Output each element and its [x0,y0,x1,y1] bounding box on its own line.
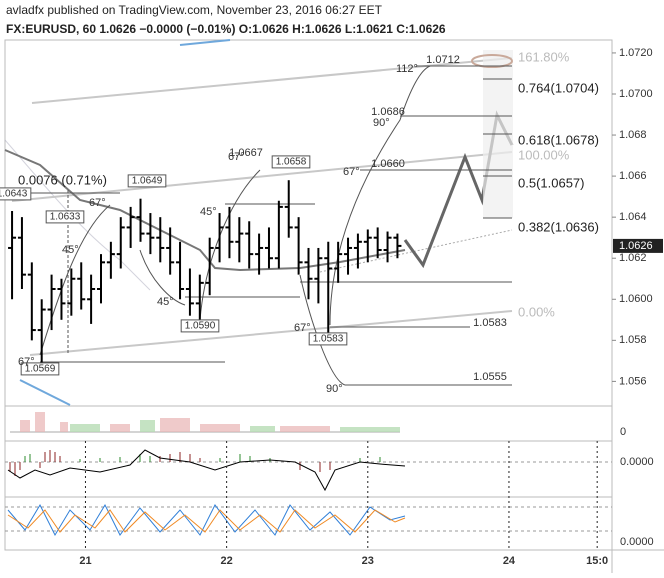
x-tick-label: 24 [503,555,516,567]
gann-arc [329,65,431,326]
annotation: 0.0076 (0.71%) [18,172,107,187]
y-tick-label: 1.056 [619,375,647,387]
last-price-box [613,238,663,253]
annotation-box [127,174,167,188]
annotation: 1.0590 [185,321,216,332]
x-tick-label: 23 [362,555,374,567]
header-line2: FX:EURUSD, 60 1.0626 −0.0000 (−0.01%) O:… [6,22,446,36]
annotation: 90° [326,383,343,395]
gann-arc [139,249,186,306]
annotation: 1.0667 [229,147,263,159]
annotation: 90° [373,117,390,129]
annotation-box [180,319,220,333]
trend-curve [19,379,71,406]
channel-line [29,310,513,356]
y-tick-label: 1.0700 [619,88,653,100]
volume-panel [10,412,400,433]
annotation: 112° [396,63,418,75]
annotation: 1.0643 [0,189,28,200]
y-tick-label: 1.066 [619,170,647,182]
annotation: 1.0555 [473,371,507,383]
annotation: 0.00% [518,304,555,319]
annotation-box [20,362,60,376]
drawings [4,39,514,406]
annotation: 1.0583 [313,334,344,345]
volume-bars [70,420,400,432]
y-tick-label: 1.0600 [619,293,653,305]
macd-hist [9,450,331,476]
annotation: 0.618(1.0678) [518,132,599,147]
annotation: 0.5(1.0657) [518,175,585,190]
annotation: 1.0660 [371,158,405,170]
gann-arc [199,169,261,321]
x-tick-label: 22 [221,555,233,567]
y-tick-label: 1.0720 [619,47,653,59]
y-tick-label: 1.062 [619,252,647,264]
annotation: 0.764(1.0704) [518,80,599,95]
annotation-box [308,332,348,346]
annotation: 45° [62,244,79,256]
annotation: 1.0686 [371,106,405,118]
annotation: 100.00% [518,147,570,162]
annotation: 67° [228,151,245,163]
annotation: 67° [343,166,360,178]
annotation-box [271,155,311,169]
stoch-k [7,503,406,537]
y-tick-label: 1.064 [619,211,647,223]
annotation: 161.80% [518,49,570,64]
macd-panel [5,449,612,492]
volume-label: 0 [620,426,626,438]
x-tick-label: 21 [79,555,91,567]
annotation: 67° [89,197,106,209]
annotation: 67° [294,322,311,334]
annotation: 1.0633 [50,212,81,223]
x-tick-label: 15:0 [586,555,608,567]
header-line1: avladfx published on TradingView.com, No… [6,3,383,17]
macd-label: 0.0000 [620,456,654,468]
annotation: 1.0649 [132,176,163,187]
moving-average [4,149,406,272]
stoch-d [7,509,406,533]
annotation-box [0,187,32,201]
annotation: 45° [200,206,217,218]
annotation: 67° [18,356,35,368]
trend-curve [179,39,231,46]
y-tick-label: 1.058 [619,334,647,346]
annotation: 1.0712 [426,54,460,66]
annotation: 1.0658 [276,157,307,168]
annotation: 1.0583 [473,317,507,329]
volume-bars [20,412,330,432]
annotation-box [45,210,85,224]
last-price-label: 1.0626 [619,240,653,252]
annotation: 0.382(1.0636) [518,219,599,234]
stoch-label: 0.0000 [620,536,654,548]
annotation: 45° [157,296,174,308]
y-tick-label: 1.068 [619,129,647,141]
stoch-panel [5,503,612,537]
gann-arc [39,204,111,356]
annotation: 1.0569 [25,364,56,375]
channel-line [319,229,513,273]
macd-line [7,449,406,492]
highlight [471,54,513,68]
